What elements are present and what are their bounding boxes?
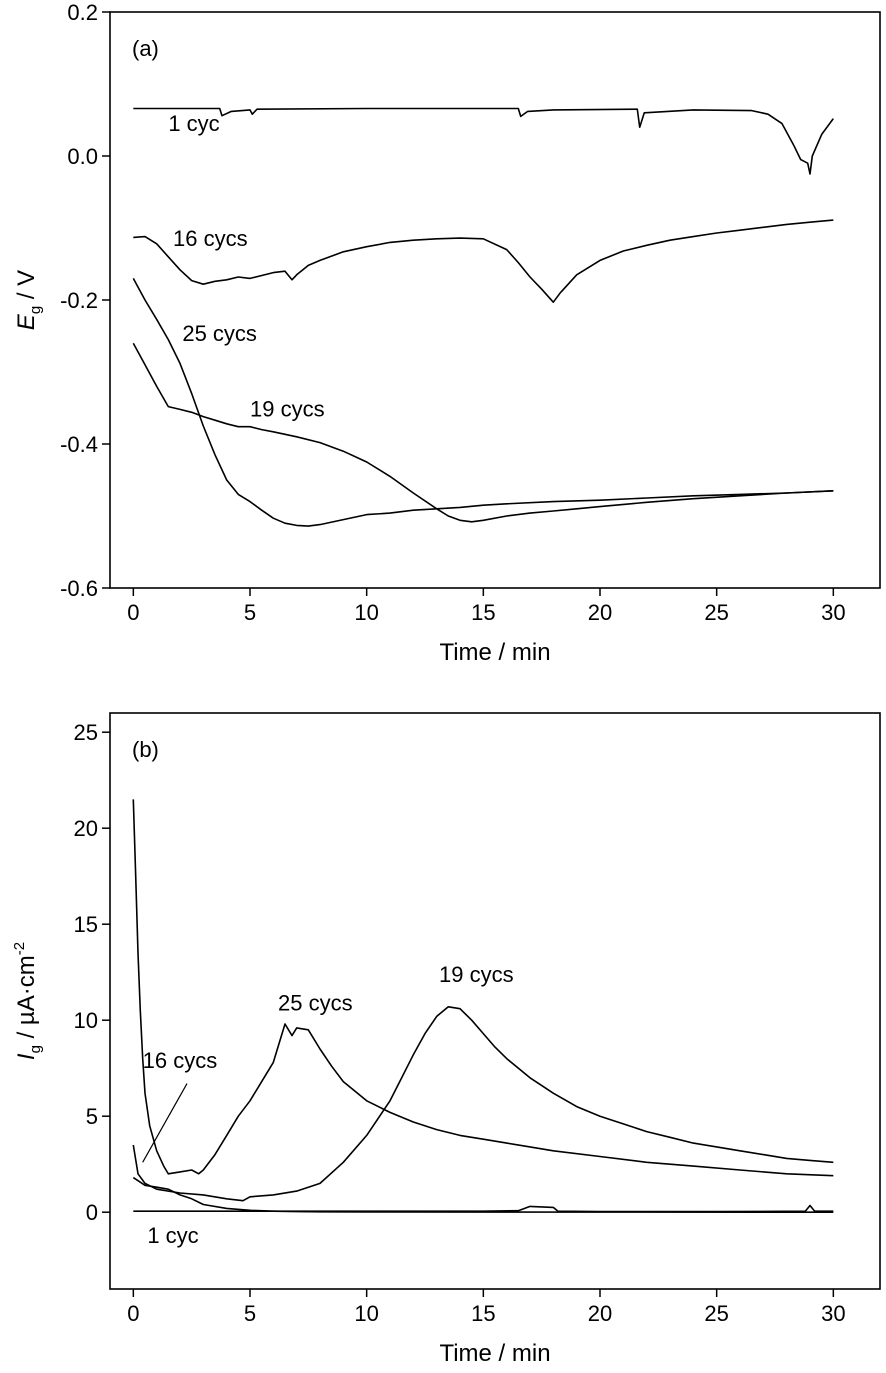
series-line-16-cycs — [133, 219, 834, 303]
panel-label-b: (b) — [132, 737, 159, 762]
y-tick-label: 0.0 — [67, 144, 98, 169]
x-tick-label: 10 — [354, 1301, 378, 1326]
series-line-1-cyc — [133, 1204, 834, 1213]
series-label-19-cycs: 19 cycs — [439, 962, 514, 987]
series-line-19-cycs — [132, 1006, 834, 1202]
panel-label-a: (a) — [132, 36, 159, 61]
y-axis-title-b: Ig / µA·cm-2 — [11, 942, 44, 1060]
y-tick-label: 0.2 — [67, 0, 98, 25]
y-axis-title-b-rest: / µA·cm — [13, 955, 40, 1045]
series-line-1-cyc — [133, 107, 834, 175]
x-tick-label: 25 — [704, 1301, 728, 1326]
x-axis-title-a: Time / min — [439, 639, 550, 666]
x-tick-label: 20 — [588, 1301, 612, 1326]
y-tick-label: 25 — [74, 720, 98, 745]
x-tick-label: 25 — [704, 600, 728, 625]
series-pointer-16-cycs — [142, 1083, 188, 1163]
series-line-19-cycs — [132, 342, 834, 523]
y-axis-title-a: Eg / V — [13, 270, 44, 330]
series-lines-a — [132, 107, 834, 527]
y-tick-label: -0.2 — [60, 288, 98, 313]
series-line-16-cycs — [132, 799, 834, 1177]
panel-a: 0 5 10 15 20 25 30 0.2 0.0 -0.2 -0.4 -0.6 (a) 1 cyc… — [13, 0, 881, 666]
series-line-25-cycs — [132, 278, 834, 527]
x-tick-label: 0 — [127, 600, 139, 625]
x-tick-label: 15 — [471, 1301, 495, 1326]
x-tick-label: 0 — [127, 1301, 139, 1326]
x-axis-title-b: Time / min — [439, 1340, 550, 1367]
x-tick-label: 30 — [821, 1301, 845, 1326]
annotations-a: 1 cyc 16 cycs 25 cycs 19 cycs — [168, 111, 324, 422]
series-label-25-cycs: 25 cycs — [278, 991, 353, 1016]
annotations-b: 16 cycs 19 cycs 25 cycs 1 cyc — [142, 962, 514, 1248]
y-tick-label: 15 — [74, 912, 98, 937]
series-lines-b — [132, 799, 834, 1213]
y-tick-label: -0.6 — [60, 576, 98, 601]
ticks-b: 0 5 10 15 20 25 30 0 5 10 15 20 25 — [74, 720, 846, 1326]
panel-b: 0 5 10 15 20 25 30 0 5 10 15 20 25 (b) 16 cycs 19 cyc… — [11, 712, 881, 1367]
y-axis-title-b-main: I — [13, 1053, 40, 1060]
y-axis-title-a-sub: g — [27, 306, 44, 314]
y-tick-label: 20 — [74, 816, 98, 841]
plot-frame-b — [109, 712, 881, 1290]
series-label-16-cycs: 16 cycs — [143, 1048, 218, 1073]
y-axis-title-a-main: E — [13, 313, 40, 330]
ticks-a: 0 5 10 15 20 25 30 0.2 0.0 -0.2 -0.4 -0.6 — [60, 0, 845, 625]
x-tick-label: 15 — [471, 600, 495, 625]
y-axis-title-a-rest: / V — [13, 270, 40, 306]
series-label-16-cycs: 16 cycs — [173, 226, 248, 251]
series-label-19-cycs: 19 cycs — [250, 397, 325, 422]
x-tick-label: 30 — [821, 600, 845, 625]
x-tick-label: 20 — [588, 600, 612, 625]
x-tick-label: 5 — [244, 600, 256, 625]
series-label-25-cycs: 25 cycs — [182, 321, 257, 346]
y-tick-label: -0.4 — [60, 432, 98, 457]
x-tick-label: 10 — [354, 600, 378, 625]
y-axis-title-b-sub: g — [27, 1045, 44, 1053]
series-line-25-cycs — [132, 1176, 834, 1213]
y-tick-label: 0 — [86, 1200, 98, 1225]
y-axis-title-b-sup: -2 — [11, 942, 28, 955]
x-tick-label: 5 — [244, 1301, 256, 1326]
y-tick-label: 5 — [86, 1104, 98, 1129]
series-label-1-cyc: 1 cyc — [168, 111, 219, 136]
y-tick-label: 10 — [74, 1008, 98, 1033]
series-label-1-cyc: 1 cyc — [147, 1223, 198, 1248]
plot-frame-a — [109, 11, 881, 589]
